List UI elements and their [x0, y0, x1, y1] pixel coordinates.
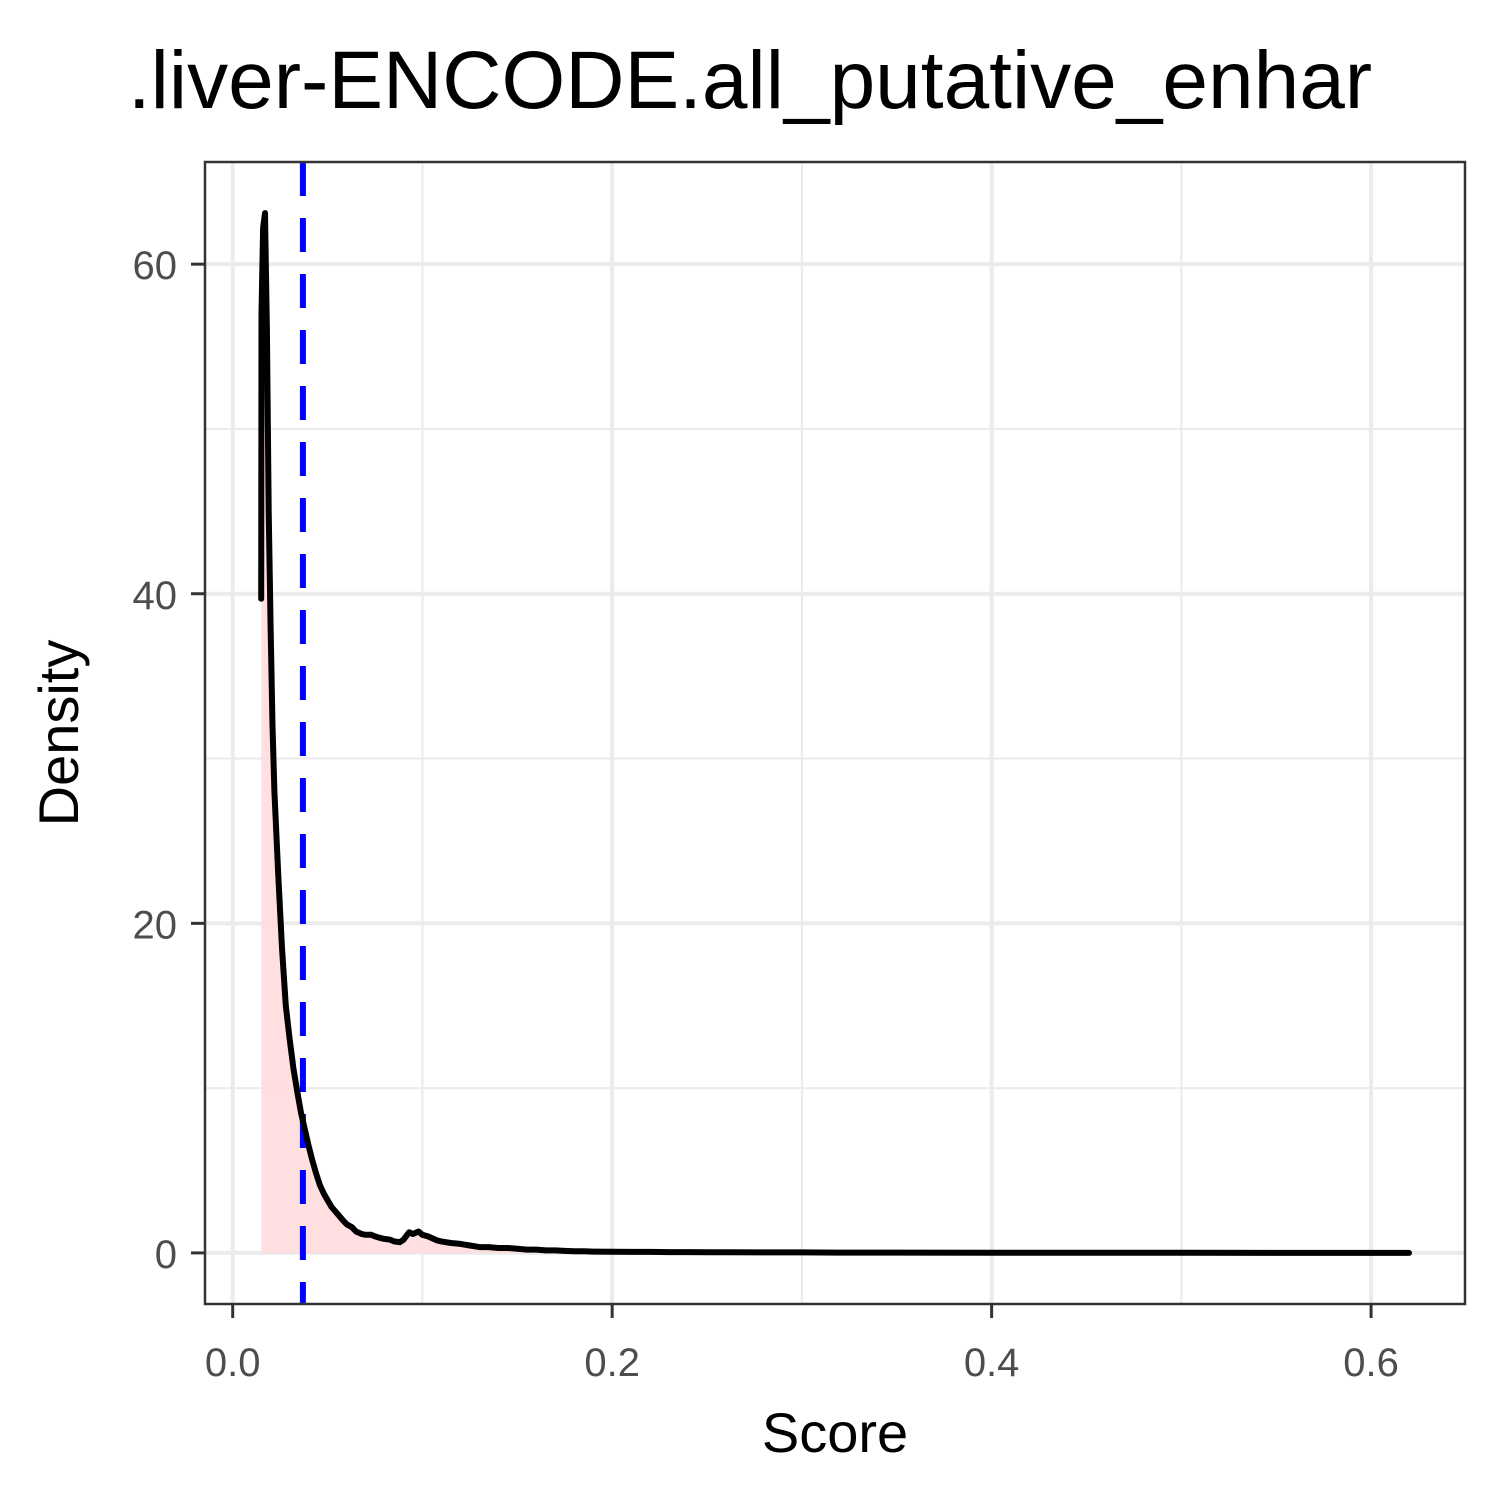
chart-title: .liver-ENCODE.all_putative_enhar: [128, 35, 1372, 126]
plot-panel-border: [203, 160, 1467, 1306]
x-tick-label: 0.2: [584, 1341, 640, 1385]
plot-panel-background: [205, 162, 1465, 1304]
minor-gridlines: [205, 162, 1465, 1304]
major-gridlines: [205, 162, 1465, 1304]
x-tick-label: 0.6: [1343, 1341, 1399, 1385]
y-tick-label: 0: [155, 1233, 177, 1277]
x-tick-label: 0.0: [205, 1341, 261, 1385]
density-curve-line: [258, 210, 1412, 1256]
x-axis-label: Score: [762, 1401, 908, 1464]
y-tick-label: 60: [133, 244, 178, 288]
y-axis-ticks: 0 20 40 60: [133, 244, 205, 1277]
y-axis-label: Density: [27, 640, 90, 827]
y-tick-label: 20: [133, 903, 178, 947]
y-tick-label: 40: [133, 574, 178, 618]
x-tick-label: 0.4: [964, 1341, 1020, 1385]
x-axis-ticks: 0.0 0.2 0.4 0.6: [205, 1304, 1399, 1385]
